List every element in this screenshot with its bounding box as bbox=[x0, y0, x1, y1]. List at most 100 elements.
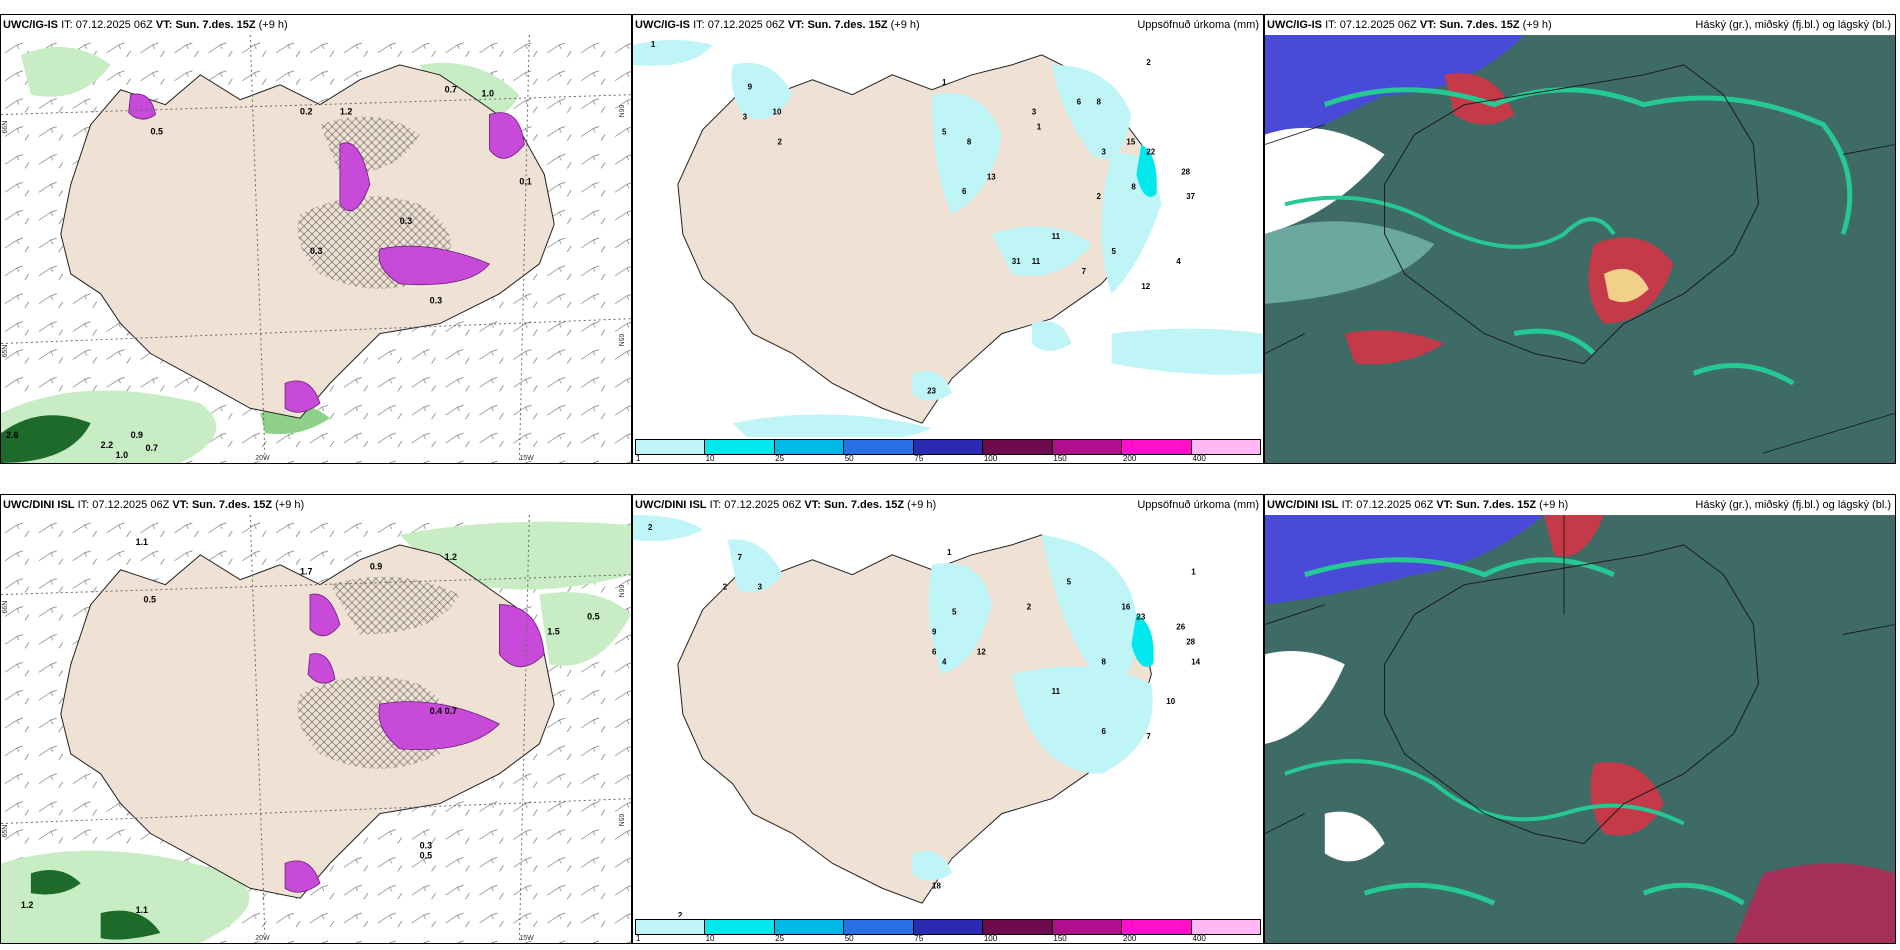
legend-tick: 400 bbox=[1192, 454, 1206, 463]
it-label: IT: bbox=[1325, 19, 1337, 31]
legend-colorbar bbox=[635, 439, 1261, 455]
precip-value: 0.2 bbox=[300, 107, 312, 117]
it-value: 07.12.2025 06Z bbox=[707, 19, 785, 31]
lat-label: 65N bbox=[617, 814, 624, 827]
lat-grid-line bbox=[1, 94, 631, 116]
it-label: IT: bbox=[1341, 499, 1354, 511]
it-value: 07.12.2025 06Z bbox=[724, 499, 802, 511]
vt-label: VT: bbox=[1419, 19, 1437, 31]
lat-label: 65N bbox=[2, 825, 9, 838]
legend-swatch bbox=[983, 920, 1053, 934]
accum-value: 1 bbox=[942, 78, 947, 87]
legend-swatch bbox=[983, 440, 1053, 454]
legend-tick: 1 bbox=[636, 454, 641, 463]
precip-value: 1.1 bbox=[136, 905, 148, 915]
accum-value: 11 bbox=[1032, 257, 1041, 266]
accum-value: 7 bbox=[1146, 732, 1151, 741]
magenta-precip bbox=[339, 142, 371, 212]
legend-tick: 75 bbox=[914, 934, 924, 943]
cyan-area bbox=[928, 563, 992, 675]
precip-value: 2.6 bbox=[6, 430, 18, 440]
panel-header: UWC/DINI ISL IT: 07.12.2025 06Z VT: Sun.… bbox=[1, 495, 631, 515]
panel-r2-clouds: UWC/DINI ISL IT: 07.12.2025 06Z VT: Sun.… bbox=[1264, 494, 1896, 944]
legend-swatch bbox=[1191, 440, 1260, 454]
accum-value: 2 bbox=[1146, 58, 1151, 67]
magenta-precip bbox=[378, 701, 501, 750]
lead-time: (+9 h) bbox=[275, 499, 305, 511]
cyan-area bbox=[912, 370, 952, 401]
panel-title: Uppsöfnuð úrkoma (mm) bbox=[1137, 499, 1259, 511]
precip-value: 0.9 bbox=[370, 562, 382, 572]
magenta-precip bbox=[378, 245, 491, 286]
precip-value: 0.5 bbox=[587, 612, 599, 622]
accum-value: 8 bbox=[1097, 98, 1102, 107]
cyan-area bbox=[732, 414, 933, 445]
cloud-green-edge bbox=[1284, 759, 1685, 826]
lon-label: 15W bbox=[519, 455, 534, 462]
cloud-green-edge bbox=[1363, 882, 1745, 906]
magenta-precip bbox=[284, 860, 321, 893]
legend-swatch bbox=[1052, 440, 1123, 454]
lon-grid-line bbox=[249, 515, 266, 943]
cyan-area bbox=[633, 39, 713, 66]
legend-tick: 150 bbox=[1053, 934, 1067, 943]
cloud-orange bbox=[1603, 268, 1649, 303]
accum-value: 9 bbox=[932, 627, 937, 636]
cyan-area bbox=[991, 226, 1092, 276]
cyan-area bbox=[1041, 534, 1139, 695]
map-wind-precip: 1.1 0.5 1.7 0.9 1.2 0.5 1.5 0.4 0.7 0.3 … bbox=[1, 515, 631, 943]
panel-header: UWC/IG-IS IT: 07.12.2025 06Z VT: Sun. 7.… bbox=[1265, 15, 1895, 35]
lead-time: (+9 h) bbox=[907, 499, 937, 511]
model-name: UWC/IG-IS bbox=[3, 19, 58, 31]
cloud-green-edge bbox=[1323, 87, 1853, 235]
cyan-area bbox=[1051, 64, 1132, 160]
accum-value: 10 bbox=[773, 108, 782, 117]
panel-header: UWC/DINI ISL IT: 07.12.2025 06Z VT: Sun.… bbox=[1265, 495, 1895, 515]
iceland-outline bbox=[1384, 64, 1759, 365]
legend-tick: 10 bbox=[705, 934, 715, 943]
legend-tick: 150 bbox=[1053, 454, 1067, 463]
magenta-precip bbox=[489, 112, 525, 159]
accum-value: 3 bbox=[1032, 108, 1037, 117]
accum-value: 16 bbox=[1121, 603, 1130, 612]
cyan-area bbox=[1136, 144, 1157, 197]
map-canvas: 1.1 0.5 1.7 0.9 1.2 0.5 1.5 0.4 0.7 0.3 … bbox=[1, 515, 631, 943]
accum-value: 2 bbox=[1097, 192, 1102, 201]
magenta-precip bbox=[128, 93, 156, 120]
map-wind-precip: 0.7 1.0 0.2 1.2 0.5 0.3 0.3 0.1 0.3 2.6 … bbox=[1, 35, 631, 463]
vt-label: VT: bbox=[155, 19, 173, 31]
accum-value: 26 bbox=[1176, 622, 1185, 631]
accum-value: 8 bbox=[967, 137, 972, 146]
accum-value: 5 bbox=[952, 608, 957, 617]
lat-label: 66N bbox=[617, 105, 624, 118]
accum-value: 2 bbox=[1027, 603, 1032, 612]
precip-value: 1.7 bbox=[300, 567, 312, 577]
accum-value: 10 bbox=[1166, 697, 1175, 706]
accum-value: 18 bbox=[932, 881, 941, 890]
accum-value: 5 bbox=[1111, 247, 1116, 256]
cloud-red bbox=[1590, 762, 1664, 836]
cloud-clear bbox=[1324, 811, 1385, 862]
lead-time: (+9 h) bbox=[1522, 19, 1552, 31]
model-name: UWC/DINI ISL bbox=[3, 499, 75, 511]
lat-label: 66N bbox=[2, 121, 9, 134]
precip-value: 0.3 bbox=[420, 840, 432, 850]
cyan-area bbox=[912, 850, 952, 881]
lon-label: 20W bbox=[255, 455, 270, 462]
panel-r2-accum-precip: UWC/DINI ISL IT: 07.12.2025 06Z VT: Sun.… bbox=[632, 494, 1264, 944]
legend-swatch bbox=[636, 440, 706, 454]
it-value: 07.12.2025 06Z bbox=[1339, 19, 1417, 31]
lat-label: 65N bbox=[2, 345, 9, 358]
accum-value: 6 bbox=[932, 647, 937, 656]
vt-value: Sun. 7.des. 15Z bbox=[807, 19, 888, 31]
precip-value: 0.9 bbox=[131, 430, 143, 440]
panel-title: Uppsöfnuð úrkoma (mm) bbox=[1137, 19, 1259, 31]
legend-tick: 25 bbox=[775, 454, 785, 463]
panel-r2-wind-precip: UWC/DINI ISL IT: 07.12.2025 06Z VT: Sun.… bbox=[0, 494, 632, 944]
precip-value: 1.2 bbox=[340, 107, 352, 117]
accum-value: 28 bbox=[1186, 637, 1195, 646]
cloud-red bbox=[1544, 515, 1604, 557]
map-clouds bbox=[1265, 35, 1895, 463]
legend-swatch bbox=[1122, 920, 1192, 934]
accum-value: 8 bbox=[1131, 182, 1136, 191]
